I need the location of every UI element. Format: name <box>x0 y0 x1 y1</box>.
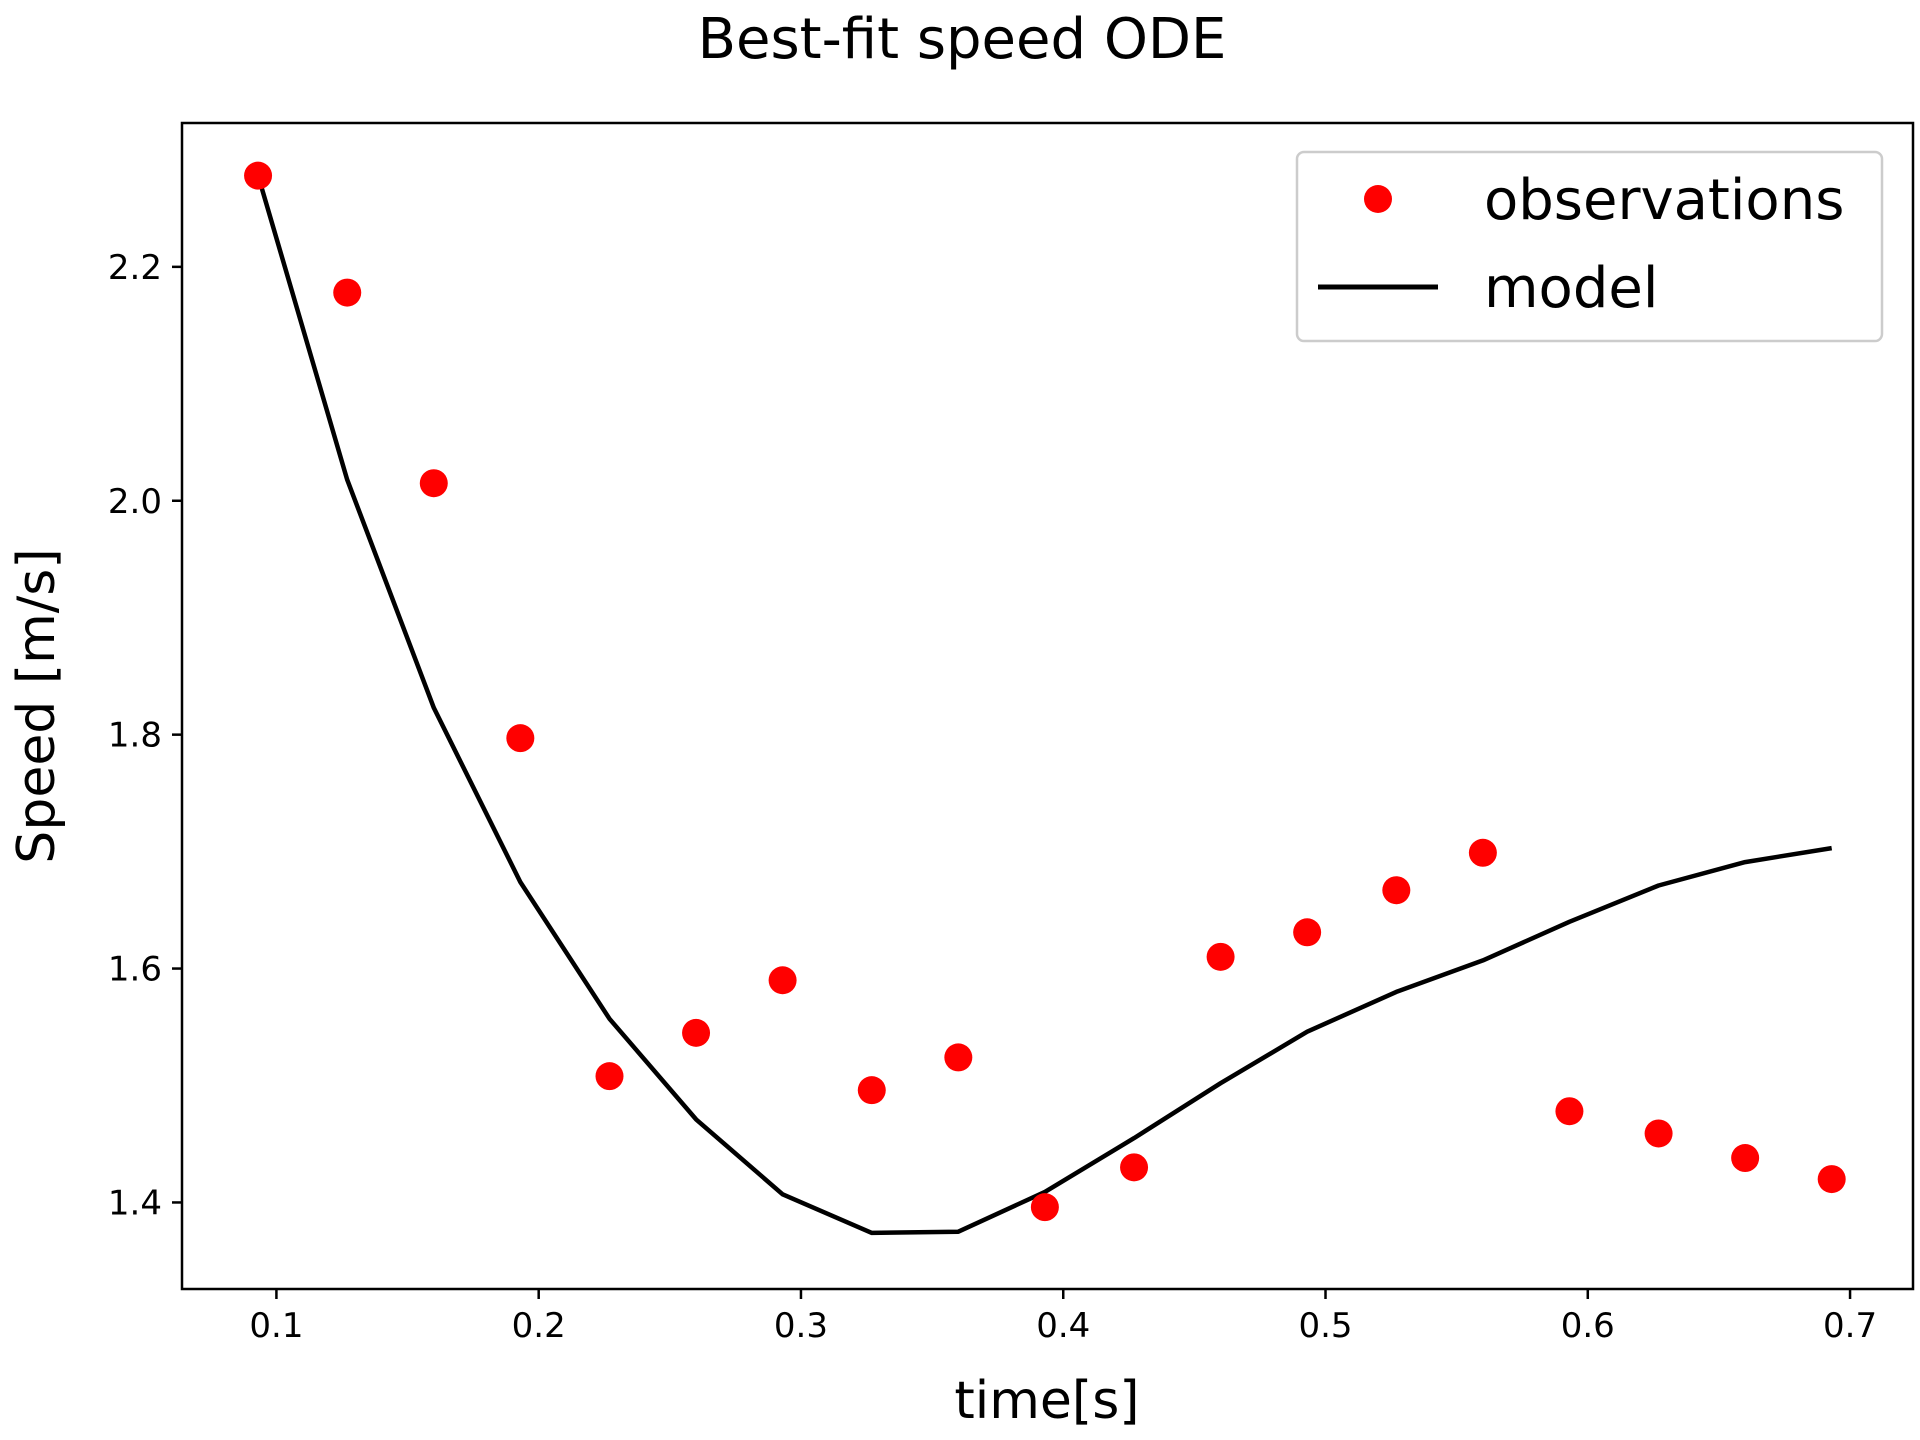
y-tick-label: 1.4 <box>108 1183 162 1223</box>
model-line <box>255 174 1833 1236</box>
x-tick-label: 0.6 <box>1561 1306 1615 1346</box>
chart-title: Best-fit speed ODE <box>698 7 1227 72</box>
observation-point <box>1644 1119 1673 1148</box>
x-axis-ticks: 0.1 0.2 0.3 0.4 0.5 0.6 0.7 <box>249 1289 1877 1346</box>
observation-point <box>1382 876 1411 905</box>
observation-point <box>682 1018 711 1047</box>
x-tick-label: 0.1 <box>249 1306 303 1346</box>
observation-point <box>1293 918 1322 947</box>
plot-area <box>244 161 1846 1236</box>
x-tick-label: 0.3 <box>774 1306 828 1346</box>
axes-frame <box>180 121 1915 1291</box>
observation-point <box>595 1062 624 1091</box>
observation-point <box>857 1076 886 1105</box>
y-tick-label: 1.8 <box>108 716 162 756</box>
observation-point <box>506 724 535 753</box>
x-tick-label: 0.5 <box>1298 1306 1352 1346</box>
observation-point <box>1468 838 1497 867</box>
observation-point <box>1030 1193 1059 1222</box>
y-tick-label: 2.2 <box>108 248 162 288</box>
observation-point <box>1206 942 1235 971</box>
y-axis-label: Speed [m/s] <box>7 548 67 863</box>
x-axis-label: time[s] <box>954 1371 1139 1431</box>
observation-point <box>333 278 362 307</box>
x-tick-label: 0.4 <box>1036 1306 1090 1346</box>
observation-point <box>944 1043 973 1072</box>
observation-point <box>1120 1153 1149 1182</box>
x-tick-label: 0.2 <box>512 1306 566 1346</box>
observation-point <box>419 469 448 498</box>
x-tick-label: 0.7 <box>1823 1306 1877 1346</box>
legend-model-label: model <box>1484 256 1658 321</box>
legend-box <box>1295 150 1884 343</box>
y-axis-ticks: 1.4 1.6 1.8 2.0 2.2 <box>108 248 182 1223</box>
legend-observations-marker <box>1364 185 1392 213</box>
observation-point <box>1555 1097 1584 1126</box>
observation-point <box>1731 1144 1760 1173</box>
observation-point <box>768 966 797 995</box>
observation-point <box>244 161 273 190</box>
y-tick-label: 1.6 <box>108 950 162 990</box>
legend-observations-label: observations <box>1484 168 1844 233</box>
legend: observations model <box>1295 150 1884 343</box>
observation-point <box>1817 1165 1846 1194</box>
y-tick-label: 2.0 <box>108 482 162 522</box>
